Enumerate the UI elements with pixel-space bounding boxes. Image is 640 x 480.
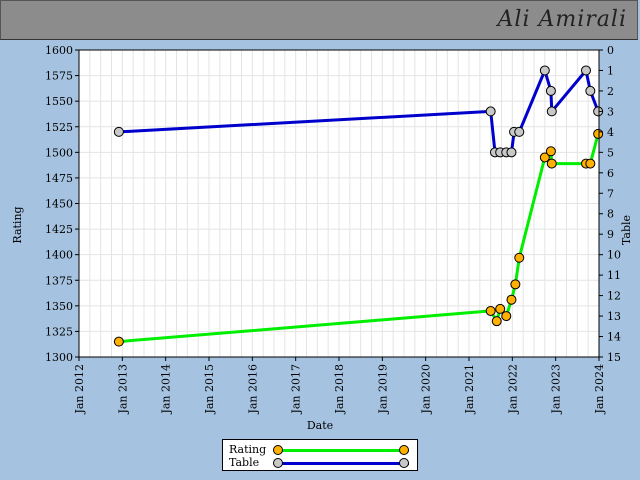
y2-tick-label: 6 <box>607 167 614 180</box>
data-point-table <box>506 147 517 158</box>
data-point-rating <box>485 305 496 316</box>
legend-marker <box>399 445 409 455</box>
data-point-rating <box>495 303 506 314</box>
x-tick-label: Jan 2015 <box>203 364 216 415</box>
data-point-rating <box>501 311 512 322</box>
y-tick-label: 1550 <box>45 95 73 108</box>
y2-tick-label: 14 <box>607 331 621 344</box>
x-tick-label: Jan 2012 <box>73 364 86 415</box>
data-point-table <box>514 126 525 137</box>
x-tick-label: Jan 2018 <box>333 364 346 415</box>
y-tick-label: 1500 <box>45 146 73 159</box>
x-tick-label: Jan 2021 <box>463 364 476 415</box>
legend-marker <box>399 458 409 468</box>
data-point-table <box>585 85 596 96</box>
data-point-table <box>546 106 557 117</box>
y2-tick-label: 8 <box>607 208 614 221</box>
y2-tick-label: 13 <box>607 310 621 323</box>
y2-tick-label: 15 <box>607 351 621 364</box>
x-tick-label: Jan 2022 <box>506 364 519 415</box>
y-tick-label: 1375 <box>45 274 73 287</box>
x-tick-label: Jan 2020 <box>420 364 433 415</box>
data-point-rating <box>539 152 550 163</box>
data-point-table <box>581 65 591 76</box>
legend-line <box>275 462 409 465</box>
data-point-table <box>545 85 556 96</box>
y2-tick-label: 3 <box>607 105 614 118</box>
y2-tick-label: 1 <box>607 64 614 77</box>
x-tick-label: Jan 2013 <box>116 364 129 415</box>
legend: Rating Table <box>222 439 418 471</box>
x-tick-label: Jan 2014 <box>160 364 173 415</box>
y2-tick-label: 2 <box>607 85 614 98</box>
y-tick-label: 1350 <box>45 300 73 313</box>
legend-marker <box>273 445 283 455</box>
y2-tick-label: 12 <box>607 290 621 303</box>
y2-tick-label: 5 <box>607 146 614 159</box>
y2-axis-label: Table <box>620 215 633 245</box>
page-title: Ali Amirali <box>497 7 627 32</box>
data-point-rating <box>593 128 604 139</box>
x-tick-label: Jan 2017 <box>290 364 303 415</box>
x-tick-label: Jan 2019 <box>376 364 389 415</box>
data-point-table <box>539 65 550 76</box>
y-tick-label: 1525 <box>45 121 73 134</box>
series-points <box>113 65 604 347</box>
data-point-rating <box>491 316 502 327</box>
y2-tick-label: 4 <box>607 126 614 139</box>
x-tick-label: Jan 2023 <box>550 364 563 415</box>
y2-tick-label: 0 <box>607 44 614 57</box>
legend-label: Table <box>229 456 260 469</box>
y-tick-label: 1600 <box>45 44 73 57</box>
x-tick-label: Jan 2016 <box>246 364 259 415</box>
data-point-table <box>485 106 496 117</box>
data-point-rating <box>510 279 521 290</box>
y2-tick-label: 11 <box>607 269 621 282</box>
title-bar: Ali Amirali <box>0 0 638 40</box>
y2-tick-label: 9 <box>607 228 614 241</box>
y-tick-label: 1400 <box>45 249 73 262</box>
data-point-rating <box>514 252 525 263</box>
x-axis-label: Date <box>307 419 333 432</box>
y-tick-label: 1475 <box>45 172 73 185</box>
data-point-rating <box>113 336 124 347</box>
data-point-rating <box>545 146 556 157</box>
data-point-table <box>113 126 124 137</box>
y2-tick-label: 10 <box>607 249 621 262</box>
y-tick-label: 1575 <box>45 70 73 83</box>
x-tick-label: Jan 2024 <box>593 364 606 415</box>
y-axis-label: Rating <box>11 206 24 243</box>
data-point-rating <box>546 158 557 169</box>
y-tick-label: 1450 <box>45 198 73 211</box>
legend-label: Rating <box>229 443 267 456</box>
y2-tick-label: 7 <box>607 187 614 200</box>
data-point-rating <box>585 158 596 169</box>
y-tick-label: 1300 <box>45 351 73 364</box>
legend-marker <box>273 458 283 468</box>
y-tick-label: 1425 <box>45 223 73 236</box>
legend-line <box>275 449 409 452</box>
y-tick-label: 1325 <box>45 325 73 338</box>
axes: 1300132513501375140014251450147515001525… <box>45 44 621 415</box>
data-point-rating <box>506 294 517 305</box>
